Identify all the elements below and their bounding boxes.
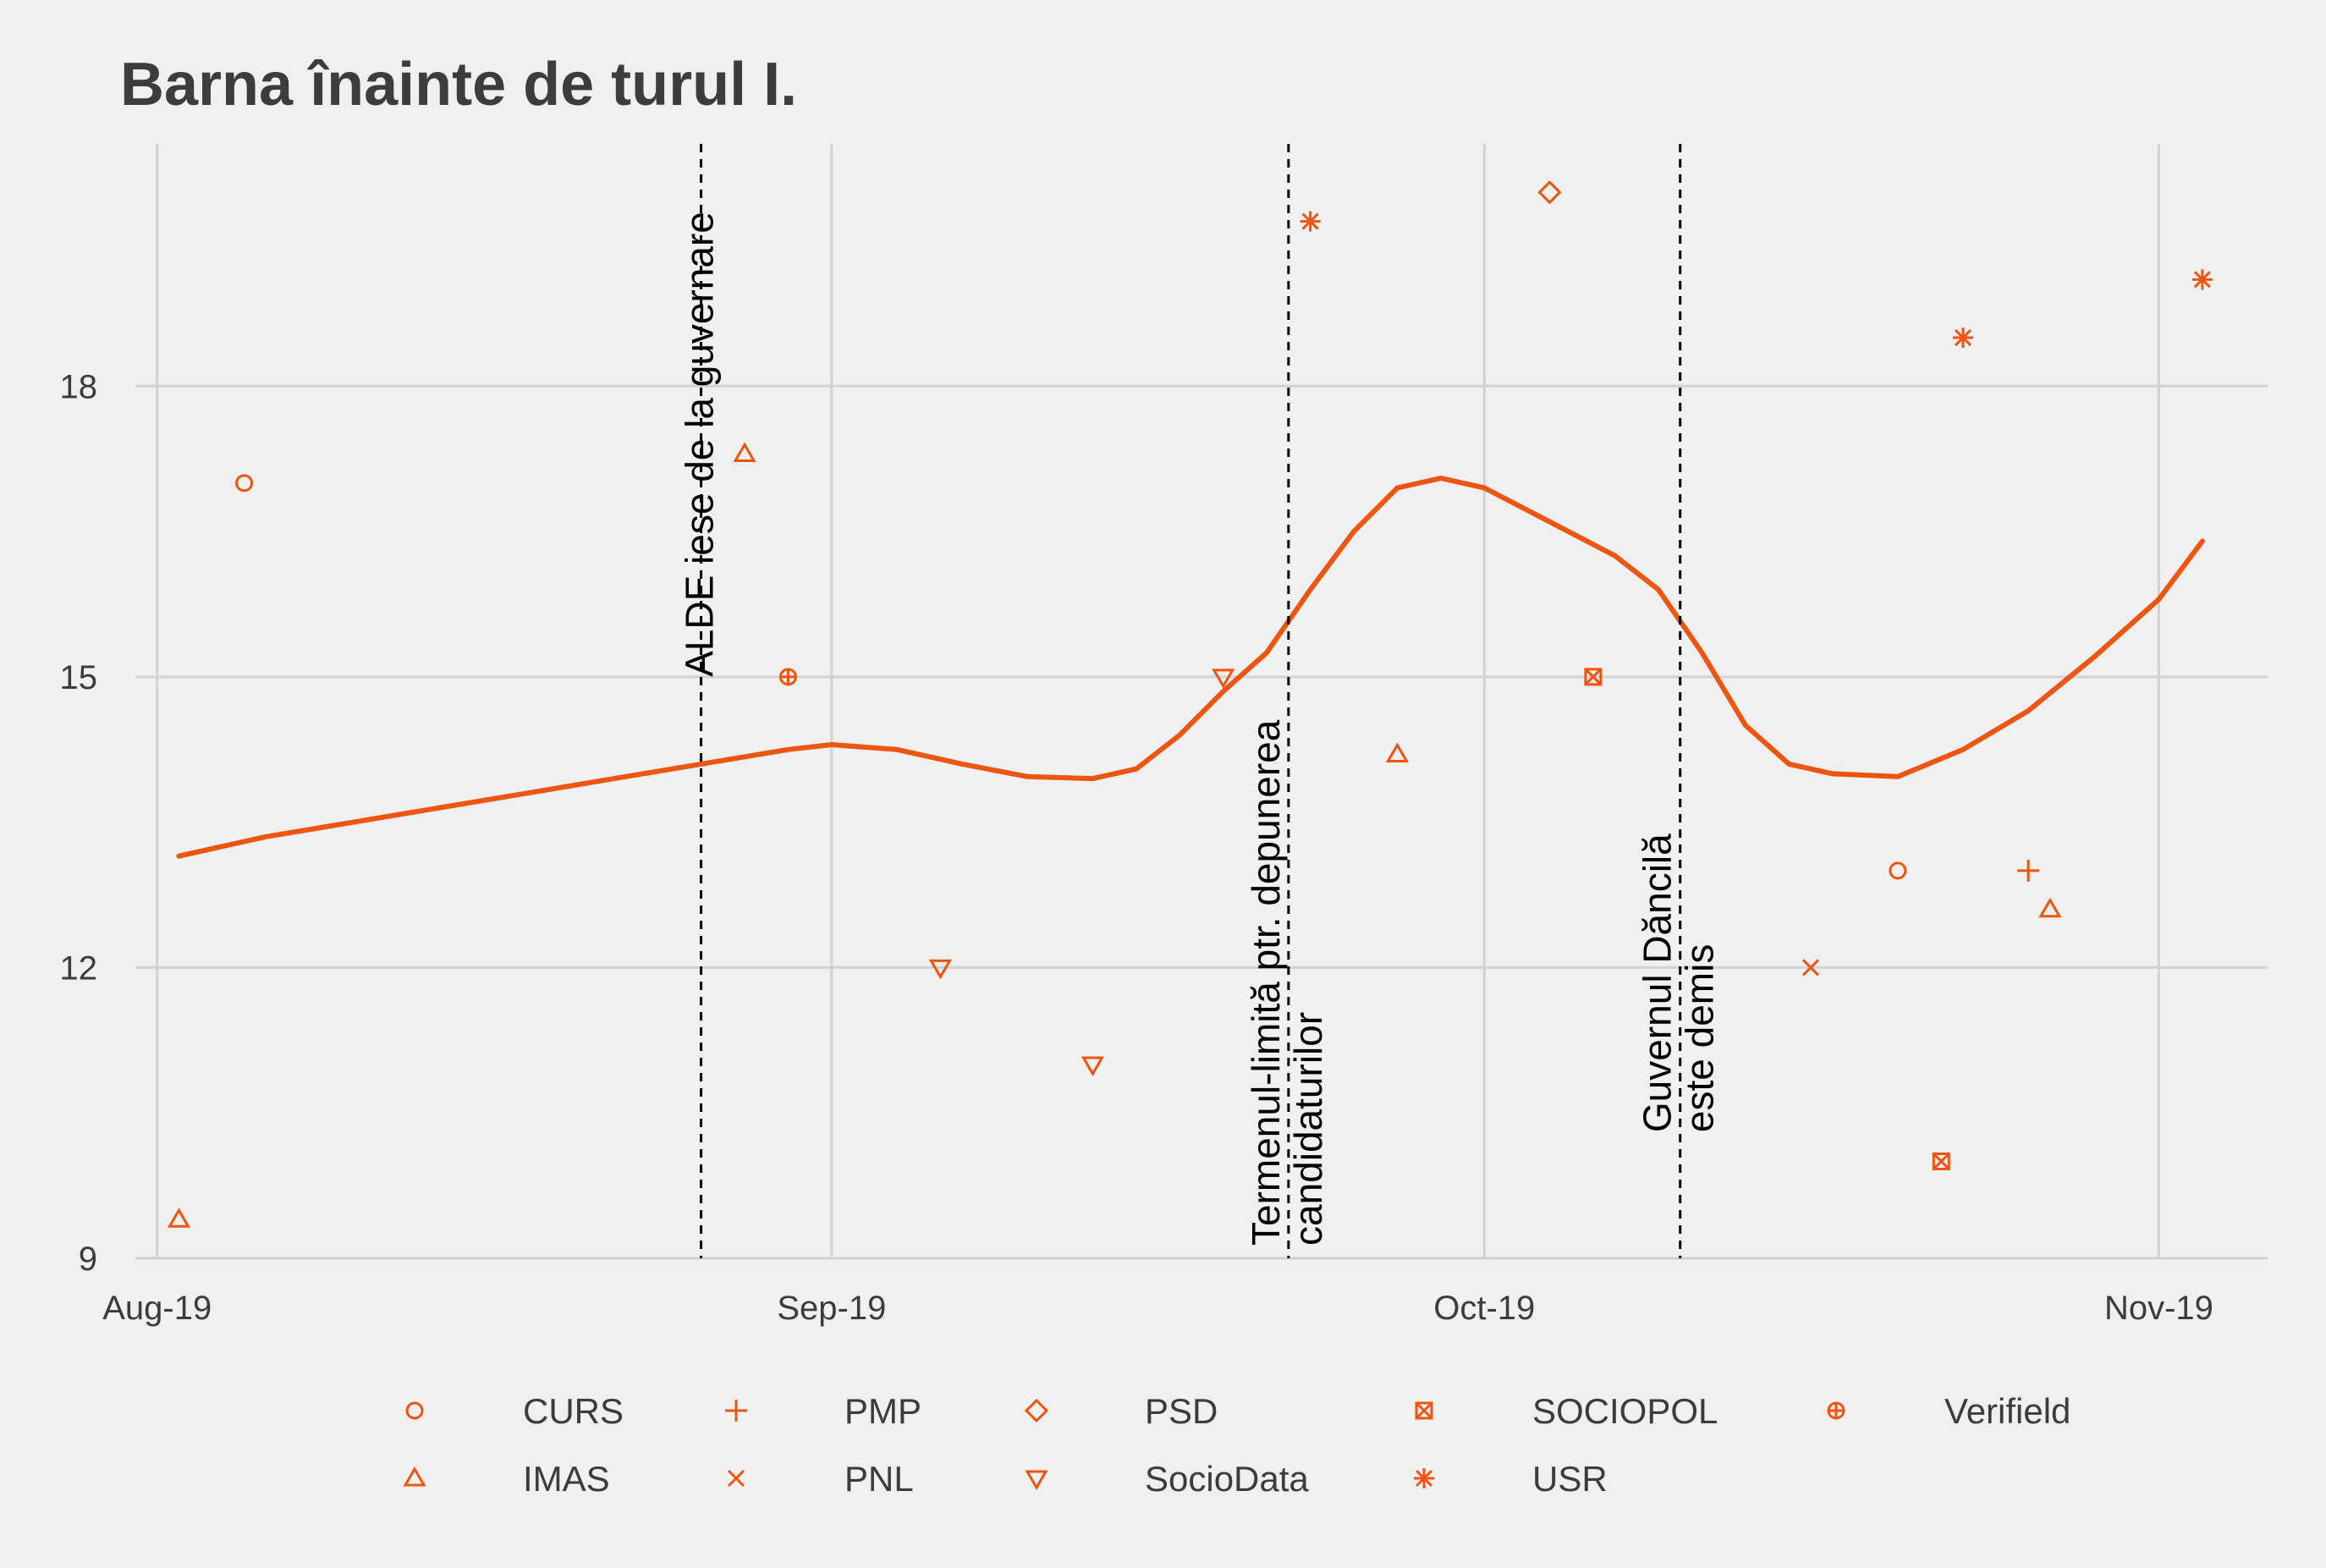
data-point-psd (1537, 180, 1562, 205)
legend-label: USR (1532, 1459, 1608, 1499)
data-point-imas (2038, 897, 2062, 918)
event-annotation: Termenul-limită ptr. depunerea (1244, 719, 1288, 1246)
data-point-usr (1300, 211, 1321, 232)
data-point-sociodata (928, 959, 953, 980)
legend-label: SOCIOPOL (1532, 1391, 1718, 1431)
legend-label: IMAS (523, 1459, 610, 1499)
data-point-curs (1889, 861, 1907, 880)
legend-label: PNL (844, 1459, 914, 1499)
data-point-usr (2191, 269, 2213, 290)
y-tick-label: 9 (79, 1241, 97, 1278)
legend-key-verifield (1827, 1401, 1845, 1420)
event-annotation: candidaturilor (1286, 1012, 1330, 1246)
legend-key-pnl (727, 1469, 745, 1488)
data-point-usr (1953, 327, 1973, 349)
legend-key-pmp (725, 1400, 747, 1422)
y-tick-label: 18 (60, 368, 98, 405)
chart-title: Barna înainte de turul I. (120, 51, 797, 118)
legend-key-sociopol (1415, 1401, 1433, 1420)
data-point-sociopol (1932, 1152, 1950, 1170)
legend-label: PSD (1145, 1391, 1218, 1431)
legend-label: CURS (523, 1391, 624, 1431)
data-point-curs (235, 474, 254, 492)
legend-key-sociodata (1025, 1470, 1048, 1490)
legend-key-curs (405, 1401, 424, 1420)
legend-label: SocioData (1145, 1459, 1309, 1499)
trend-line (176, 476, 2205, 859)
data-point-sociopol (1584, 668, 1603, 686)
legend-label: Verifield (1944, 1391, 2070, 1431)
legend-key-usr (1414, 1468, 1434, 1488)
x-tick-label: Nov-19 (2104, 1290, 2213, 1327)
legend-label: PMP (844, 1391, 921, 1431)
x-tick-label: Oct-19 (1433, 1290, 1535, 1327)
data-point-sociodata (1212, 668, 1235, 689)
data-point-imas (167, 1208, 191, 1228)
event-annotation: Guvernul Dăncilă (1636, 834, 1680, 1132)
legend: CURS IMAS PMP PNL PSD SocioData SOCIOPOL USR Ver… (403, 1391, 2070, 1499)
data-point-imas (1385, 742, 1410, 762)
x-tick-label: Sep-19 (777, 1290, 886, 1327)
x-tick-label: Aug-19 (102, 1290, 212, 1327)
data-point-verifield (778, 668, 797, 686)
y-tick-label: 15 (60, 659, 98, 696)
y-tick-label: 12 (60, 949, 98, 987)
event-annotation: este demis (1678, 944, 1722, 1132)
data-point-sociodata (1081, 1056, 1105, 1076)
data-point-pmp (2017, 859, 2040, 882)
legend-key-psd (1024, 1398, 1049, 1423)
data-point-pnl (1801, 959, 1820, 977)
data-point-imas (733, 442, 756, 462)
plot-area: 9 12 15 18 Aug-19 Sep-19 Oct-19 Nov-19 ALDE iese… (60, 144, 2268, 1327)
legend-key-imas (403, 1466, 426, 1487)
event-annotation: ALDE iese de la guvernare (678, 212, 722, 677)
